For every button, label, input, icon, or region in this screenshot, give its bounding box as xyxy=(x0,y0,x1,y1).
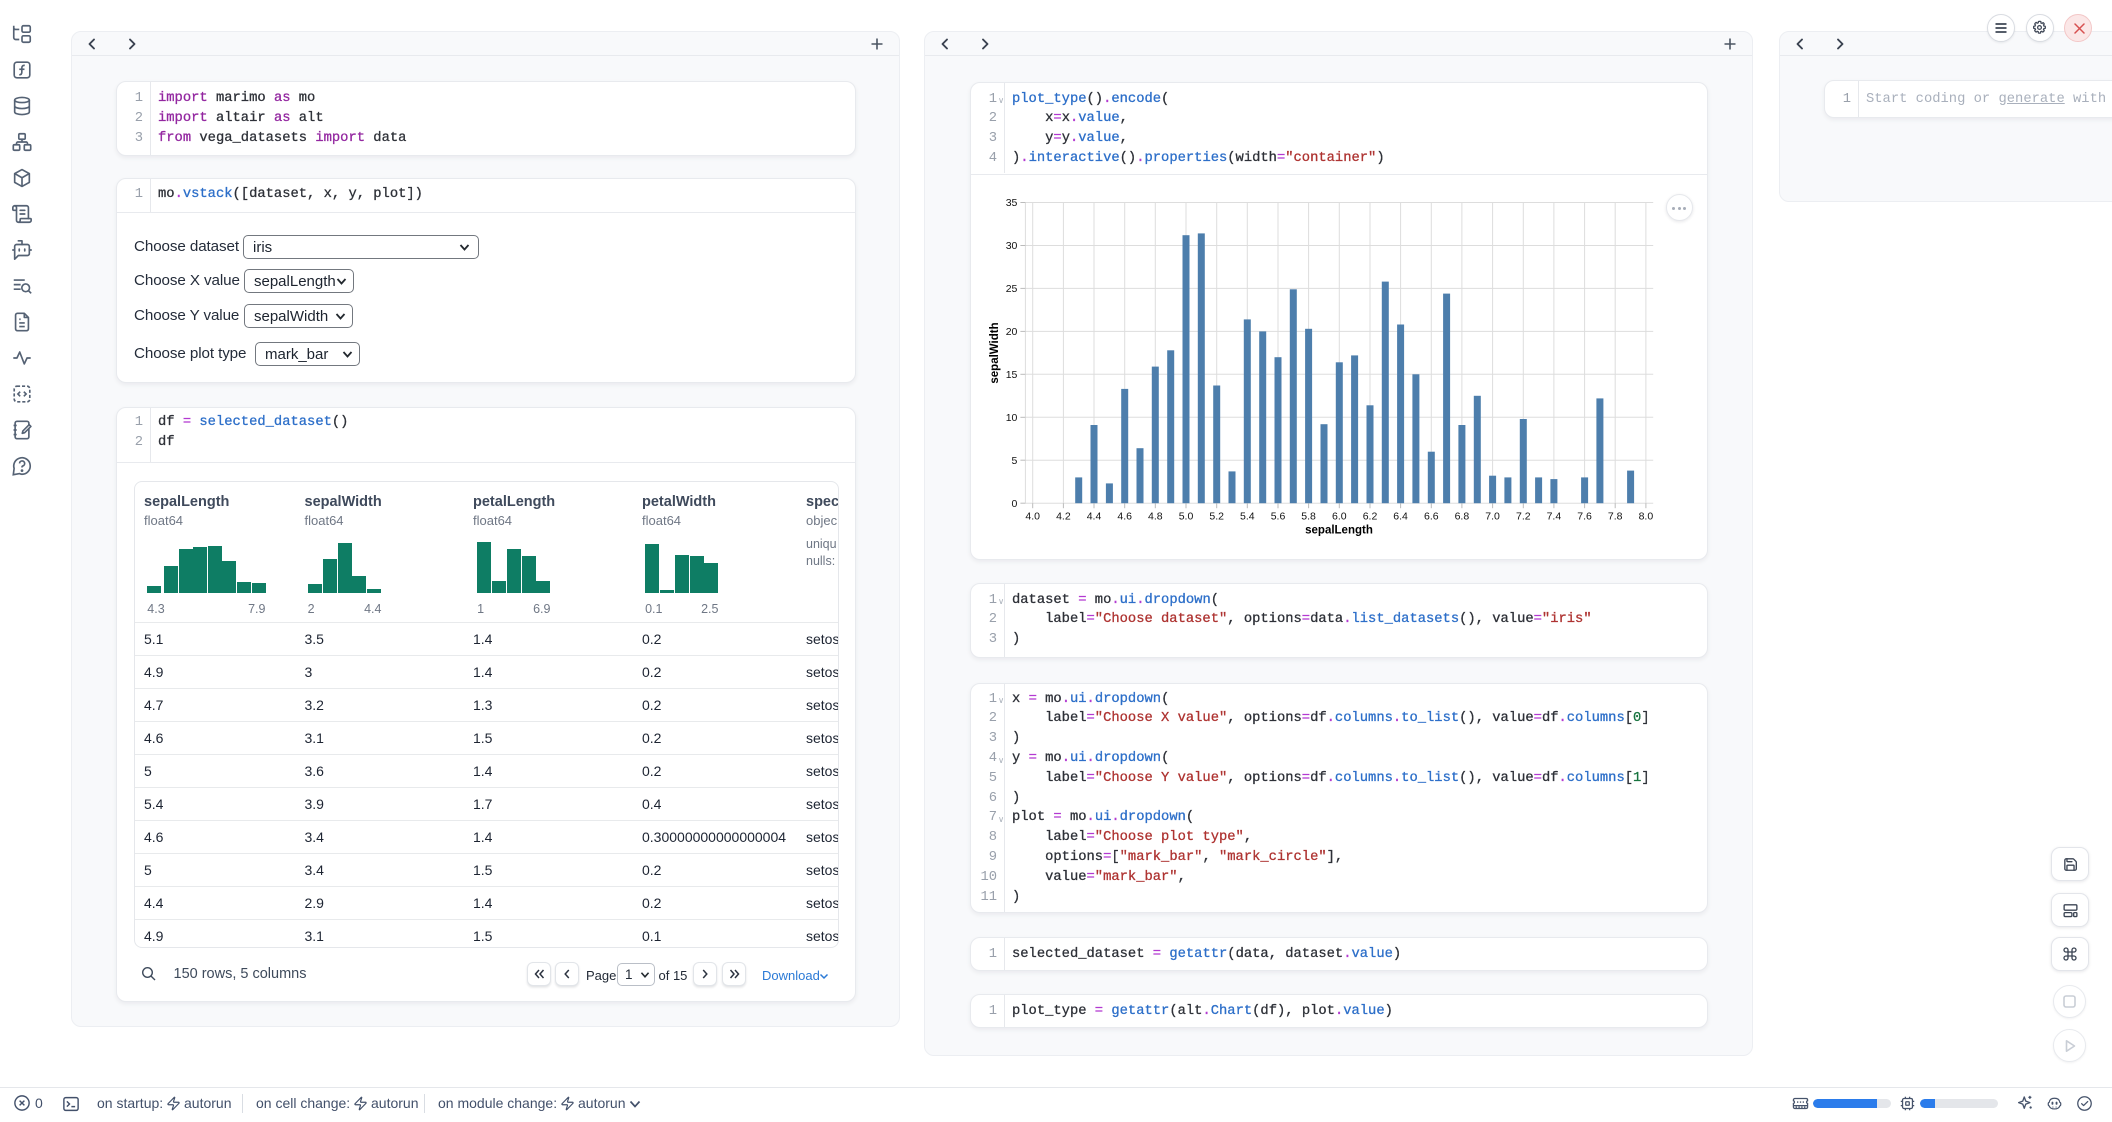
svg-text:5.6: 5.6 xyxy=(1271,511,1286,523)
svg-text:25: 25 xyxy=(1006,283,1018,295)
svg-text:7.8: 7.8 xyxy=(1608,511,1623,523)
svg-text:0: 0 xyxy=(1012,498,1018,510)
svg-text:35: 35 xyxy=(1006,197,1018,209)
svg-text:4.2: 4.2 xyxy=(1056,511,1071,523)
svg-text:20: 20 xyxy=(1006,326,1018,338)
svg-text:5.8: 5.8 xyxy=(1301,511,1316,523)
svg-text:6.4: 6.4 xyxy=(1393,511,1408,523)
svg-text:4.0: 4.0 xyxy=(1025,511,1040,523)
svg-text:5.4: 5.4 xyxy=(1240,511,1255,523)
svg-text:6.6: 6.6 xyxy=(1424,511,1439,523)
svg-text:8.0: 8.0 xyxy=(1639,511,1654,523)
svg-text:5.2: 5.2 xyxy=(1209,511,1224,523)
svg-text:6.0: 6.0 xyxy=(1332,511,1347,523)
svg-text:7.2: 7.2 xyxy=(1516,511,1531,523)
svg-text:4.6: 4.6 xyxy=(1117,511,1132,523)
svg-text:7.4: 7.4 xyxy=(1547,511,1562,523)
svg-text:5: 5 xyxy=(1012,455,1018,467)
svg-text:sepalWidth: sepalWidth xyxy=(989,322,1001,383)
svg-text:4.4: 4.4 xyxy=(1087,511,1102,523)
svg-text:7.6: 7.6 xyxy=(1577,511,1592,523)
svg-text:sepalLength: sepalLength xyxy=(1305,525,1373,537)
svg-text:15: 15 xyxy=(1006,369,1018,381)
svg-text:4.8: 4.8 xyxy=(1148,511,1163,523)
svg-text:5.0: 5.0 xyxy=(1179,511,1194,523)
svg-text:30: 30 xyxy=(1006,240,1018,252)
svg-text:6.2: 6.2 xyxy=(1363,511,1378,523)
svg-text:6.8: 6.8 xyxy=(1455,511,1470,523)
svg-text:10: 10 xyxy=(1006,412,1018,424)
svg-text:7.0: 7.0 xyxy=(1485,511,1500,523)
